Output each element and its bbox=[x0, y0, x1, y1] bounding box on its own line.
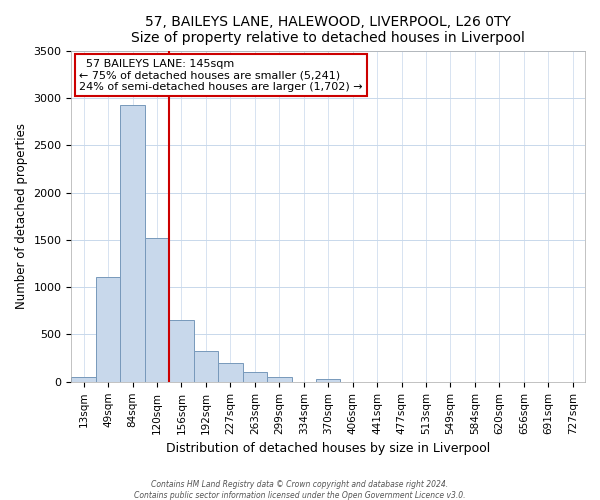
Bar bbox=[71, 376, 96, 382]
Bar bbox=[267, 376, 292, 382]
Bar bbox=[242, 372, 267, 382]
X-axis label: Distribution of detached houses by size in Liverpool: Distribution of detached houses by size … bbox=[166, 442, 490, 455]
Bar bbox=[194, 350, 218, 382]
Bar bbox=[169, 320, 194, 382]
Y-axis label: Number of detached properties: Number of detached properties bbox=[15, 123, 28, 309]
Bar bbox=[316, 379, 340, 382]
Title: 57, BAILEYS LANE, HALEWOOD, LIVERPOOL, L26 0TY
Size of property relative to deta: 57, BAILEYS LANE, HALEWOOD, LIVERPOOL, L… bbox=[131, 15, 525, 45]
Text: Contains HM Land Registry data © Crown copyright and database right 2024.
Contai: Contains HM Land Registry data © Crown c… bbox=[134, 480, 466, 500]
Bar bbox=[218, 363, 242, 382]
Bar bbox=[121, 106, 145, 382]
Bar bbox=[96, 277, 121, 382]
Bar bbox=[145, 238, 169, 382]
Text: 57 BAILEYS LANE: 145sqm  
← 75% of detached houses are smaller (5,241)
24% of se: 57 BAILEYS LANE: 145sqm ← 75% of detache… bbox=[79, 59, 363, 92]
